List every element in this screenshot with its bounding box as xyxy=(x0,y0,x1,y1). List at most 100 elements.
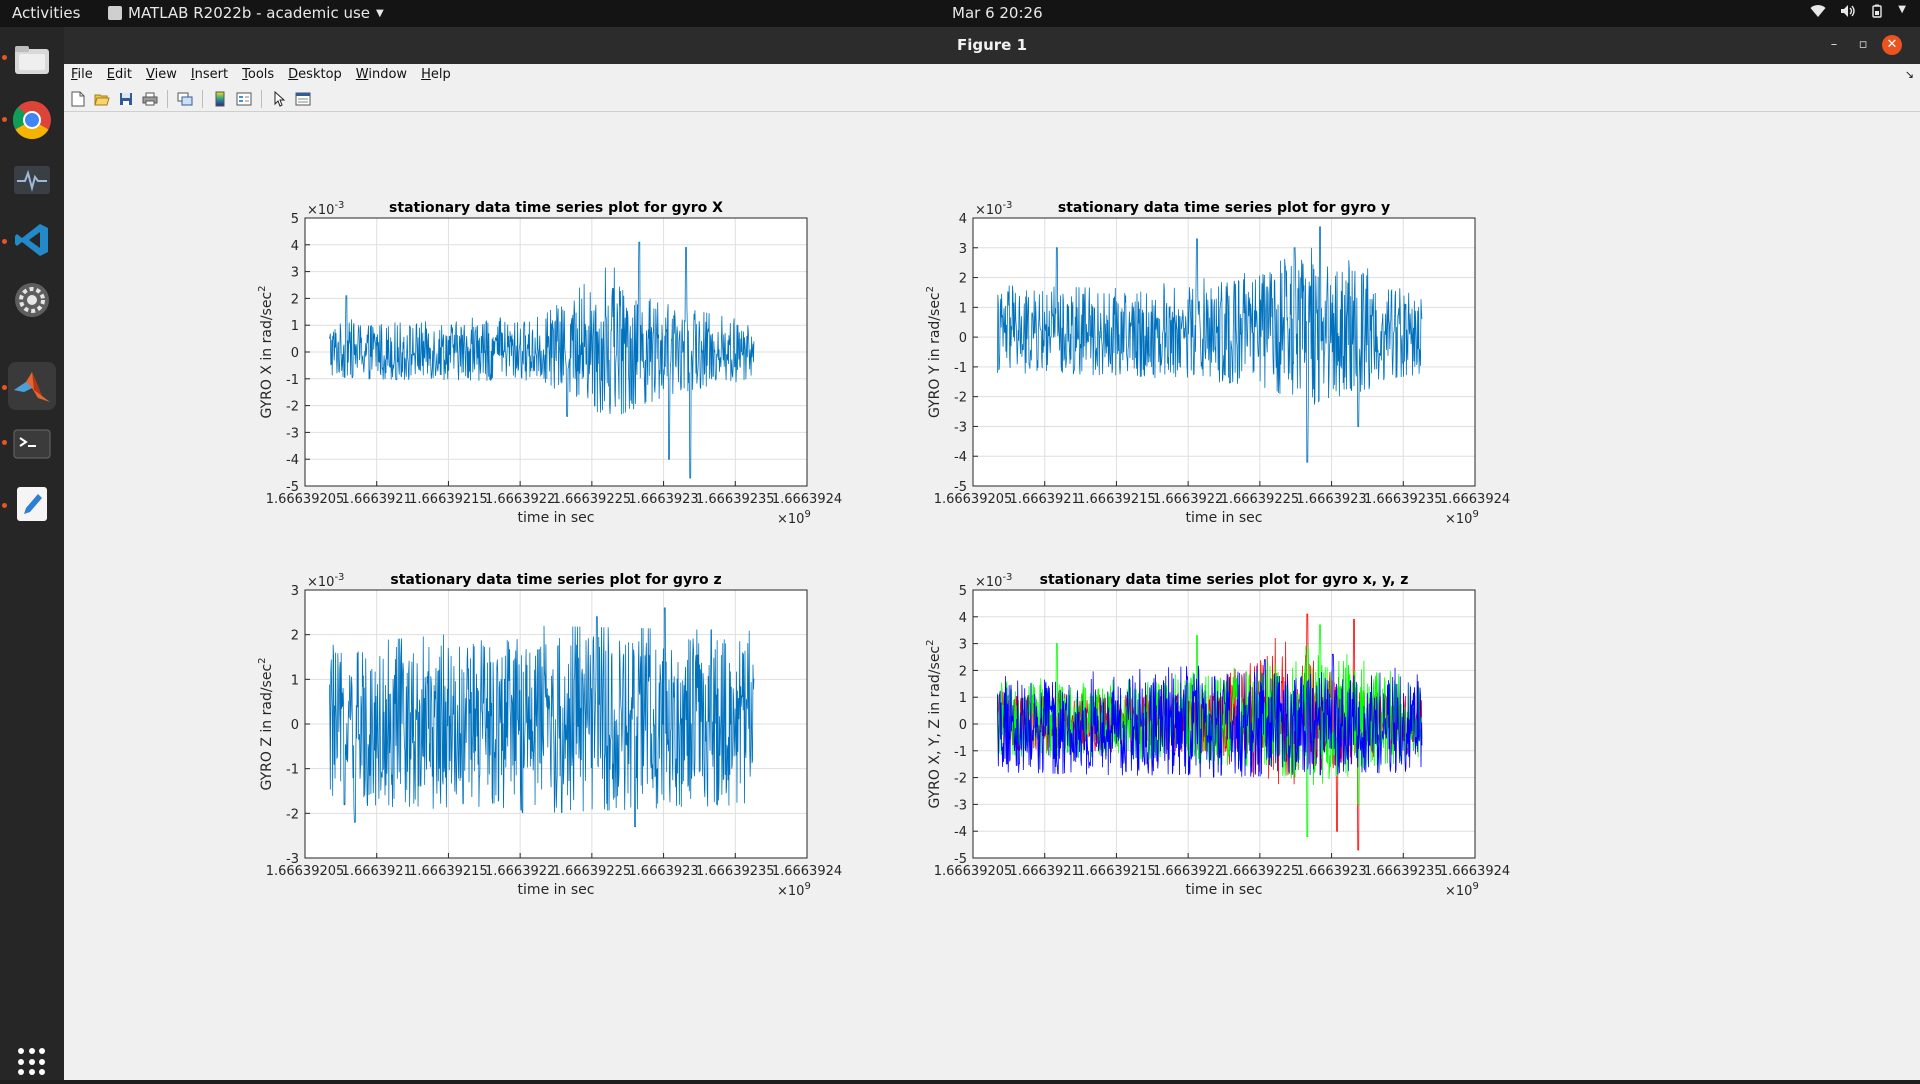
new-figure-icon[interactable] xyxy=(68,89,88,109)
y-tick-label: -2 xyxy=(954,772,967,787)
system-tray[interactable]: ▼ xyxy=(1810,4,1906,22)
figure-toolbar xyxy=(64,86,1920,112)
running-indicator xyxy=(2,117,7,122)
x-tick-label: 1.6663924 xyxy=(1440,864,1510,879)
y-tick-label: -4 xyxy=(954,825,967,840)
top-bar: Activities MATLAB R2022b - academic use … xyxy=(0,0,1920,27)
menu-bar: File Edit View Insert Tools Desktop Wind… xyxy=(64,64,1920,86)
gyro-z-axes[interactable]: 1.666392051.66639211.666392151.66639221.… xyxy=(257,572,842,899)
menu-insert[interactable]: Insert xyxy=(190,67,229,82)
close-button[interactable]: ✕ xyxy=(1882,35,1902,55)
system-monitor-icon[interactable] xyxy=(8,156,56,204)
y-tick-label: -1 xyxy=(286,763,299,778)
running-indicator xyxy=(2,385,7,390)
x-tick-label: 1.6663923 xyxy=(1296,864,1366,879)
menu-view[interactable]: View xyxy=(145,67,177,82)
y-tick-label: 1 xyxy=(959,691,967,706)
x-axis-label: time in sec xyxy=(518,882,595,898)
x-tick-label: 1.6663921 xyxy=(1010,864,1080,879)
y-tick-label: 0 xyxy=(291,346,299,361)
insert-colorbar-icon[interactable] xyxy=(210,89,230,109)
y-tick-label: -5 xyxy=(954,480,967,495)
y-tick-label: 4 xyxy=(959,611,967,626)
figure-canvas: 1.66639205 1.6663921 1.66639215 1.6663922 1.… xyxy=(64,113,1920,1080)
y-exponent-label: ×10-3 xyxy=(975,572,1012,590)
x-tick-label: 1.66639235 xyxy=(696,492,775,507)
plots-svg: 1.666392051.66639211.666392151.66639221.… xyxy=(257,200,1510,899)
app-menu-label: MATLAB R2022b - academic use xyxy=(128,4,371,22)
data-series-line[interactable] xyxy=(996,226,1423,463)
data-series-line[interactable] xyxy=(328,607,755,828)
menu-file[interactable]: File xyxy=(71,67,93,82)
vscode-icon[interactable] xyxy=(8,216,56,264)
x-tick-label: 1.6663922 xyxy=(485,492,555,507)
y-tick-label: 4 xyxy=(291,239,299,254)
x-exponent-label: ×109 xyxy=(1445,881,1479,899)
running-indicator xyxy=(2,503,7,508)
terminal-icon[interactable] xyxy=(8,420,56,468)
y-tick-label: 3 xyxy=(291,266,299,281)
x-tick-label: 1.6663921 xyxy=(342,492,412,507)
save-icon[interactable] xyxy=(116,89,136,109)
y-tick-label: 0 xyxy=(959,331,967,346)
menu-edit[interactable]: Edit xyxy=(106,67,132,82)
running-indicator xyxy=(2,440,7,445)
app-menu[interactable]: MATLAB R2022b - academic use ▼ xyxy=(108,4,384,22)
axes-title: stationary data time series plot for gyr… xyxy=(390,572,721,588)
settings-icon[interactable] xyxy=(8,276,56,324)
x-tick-label: 1.66639225 xyxy=(553,492,632,507)
activities-button[interactable]: Activities xyxy=(12,4,81,22)
files-icon[interactable] xyxy=(8,36,56,84)
maximize-button[interactable]: ▫ xyxy=(1858,37,1868,52)
menu-help[interactable]: Help xyxy=(421,67,451,82)
y-axis-label: GYRO Z in rad/sec2 xyxy=(257,657,275,790)
running-indicator xyxy=(2,239,7,244)
volume-icon xyxy=(1840,4,1856,22)
x-tick-label: 1.6663922 xyxy=(1153,492,1223,507)
data-series-line[interactable] xyxy=(328,241,755,479)
x-tick-label: 1.66639225 xyxy=(553,864,632,879)
y-tick-label: 1 xyxy=(291,319,299,334)
insert-legend-icon[interactable] xyxy=(234,89,254,109)
dock-figure-icon[interactable]: ↘ xyxy=(1904,68,1914,81)
open-file-icon[interactable] xyxy=(92,89,112,109)
dock xyxy=(0,27,64,1080)
menu-desktop[interactable]: Desktop xyxy=(288,67,342,82)
x-tick-label: 1.6663924 xyxy=(1440,492,1510,507)
window-titlebar[interactable]: Figure 1 – ▫ ✕ xyxy=(64,27,1920,64)
y-tick-label: 2 xyxy=(959,664,967,679)
x-axis-label: time in sec xyxy=(518,510,595,526)
gyro-y-axes[interactable]: 1.666392051.66639211.666392151.66639221.… xyxy=(925,200,1510,527)
x-tick-label: 1.66639225 xyxy=(1221,864,1300,879)
y-tick-label: 2 xyxy=(959,272,967,287)
gyro-xyz-axes[interactable]: 1.666392051.66639211.666392151.66639221.… xyxy=(925,572,1510,899)
y-tick-label: 1 xyxy=(291,673,299,688)
gyro-x-axes[interactable]: 1.666392051.66639211.666392151.66639221.… xyxy=(257,200,842,527)
menu-window[interactable]: Window xyxy=(355,67,408,82)
text-editor-icon[interactable] xyxy=(8,480,56,528)
link-plot-icon[interactable] xyxy=(175,89,195,109)
chrome-icon[interactable] xyxy=(8,96,56,144)
x-tick-label: 1.66639205 xyxy=(266,492,345,507)
y-tick-label: 0 xyxy=(959,718,967,733)
axes-frame xyxy=(972,217,1476,487)
toolbar-separator xyxy=(261,89,262,108)
y-tick-label: 0 xyxy=(291,718,299,733)
y-tick-label: -2 xyxy=(954,391,967,406)
x-tick-label: 1.66639235 xyxy=(696,864,775,879)
menu-tools[interactable]: Tools xyxy=(242,67,275,82)
print-icon[interactable] xyxy=(140,89,160,109)
axes-frame xyxy=(304,589,808,859)
clock[interactable]: Mar 6 20:26 xyxy=(952,4,1043,22)
x-exponent-label: ×109 xyxy=(777,509,811,527)
matlab-icon[interactable] xyxy=(8,362,56,410)
x-tick-label: 1.6663924 xyxy=(772,492,842,507)
axes-title: stationary data time series plot for gyr… xyxy=(1040,572,1409,588)
y-tick-label: 2 xyxy=(291,629,299,644)
property-inspector-icon[interactable] xyxy=(293,89,313,109)
show-applications-icon[interactable] xyxy=(18,1048,46,1076)
edit-plot-icon[interactable] xyxy=(269,89,289,109)
x-tick-label: 1.6663923 xyxy=(628,864,698,879)
minimize-button[interactable]: – xyxy=(1830,37,1838,52)
data-series-line[interactable] xyxy=(996,653,1423,778)
